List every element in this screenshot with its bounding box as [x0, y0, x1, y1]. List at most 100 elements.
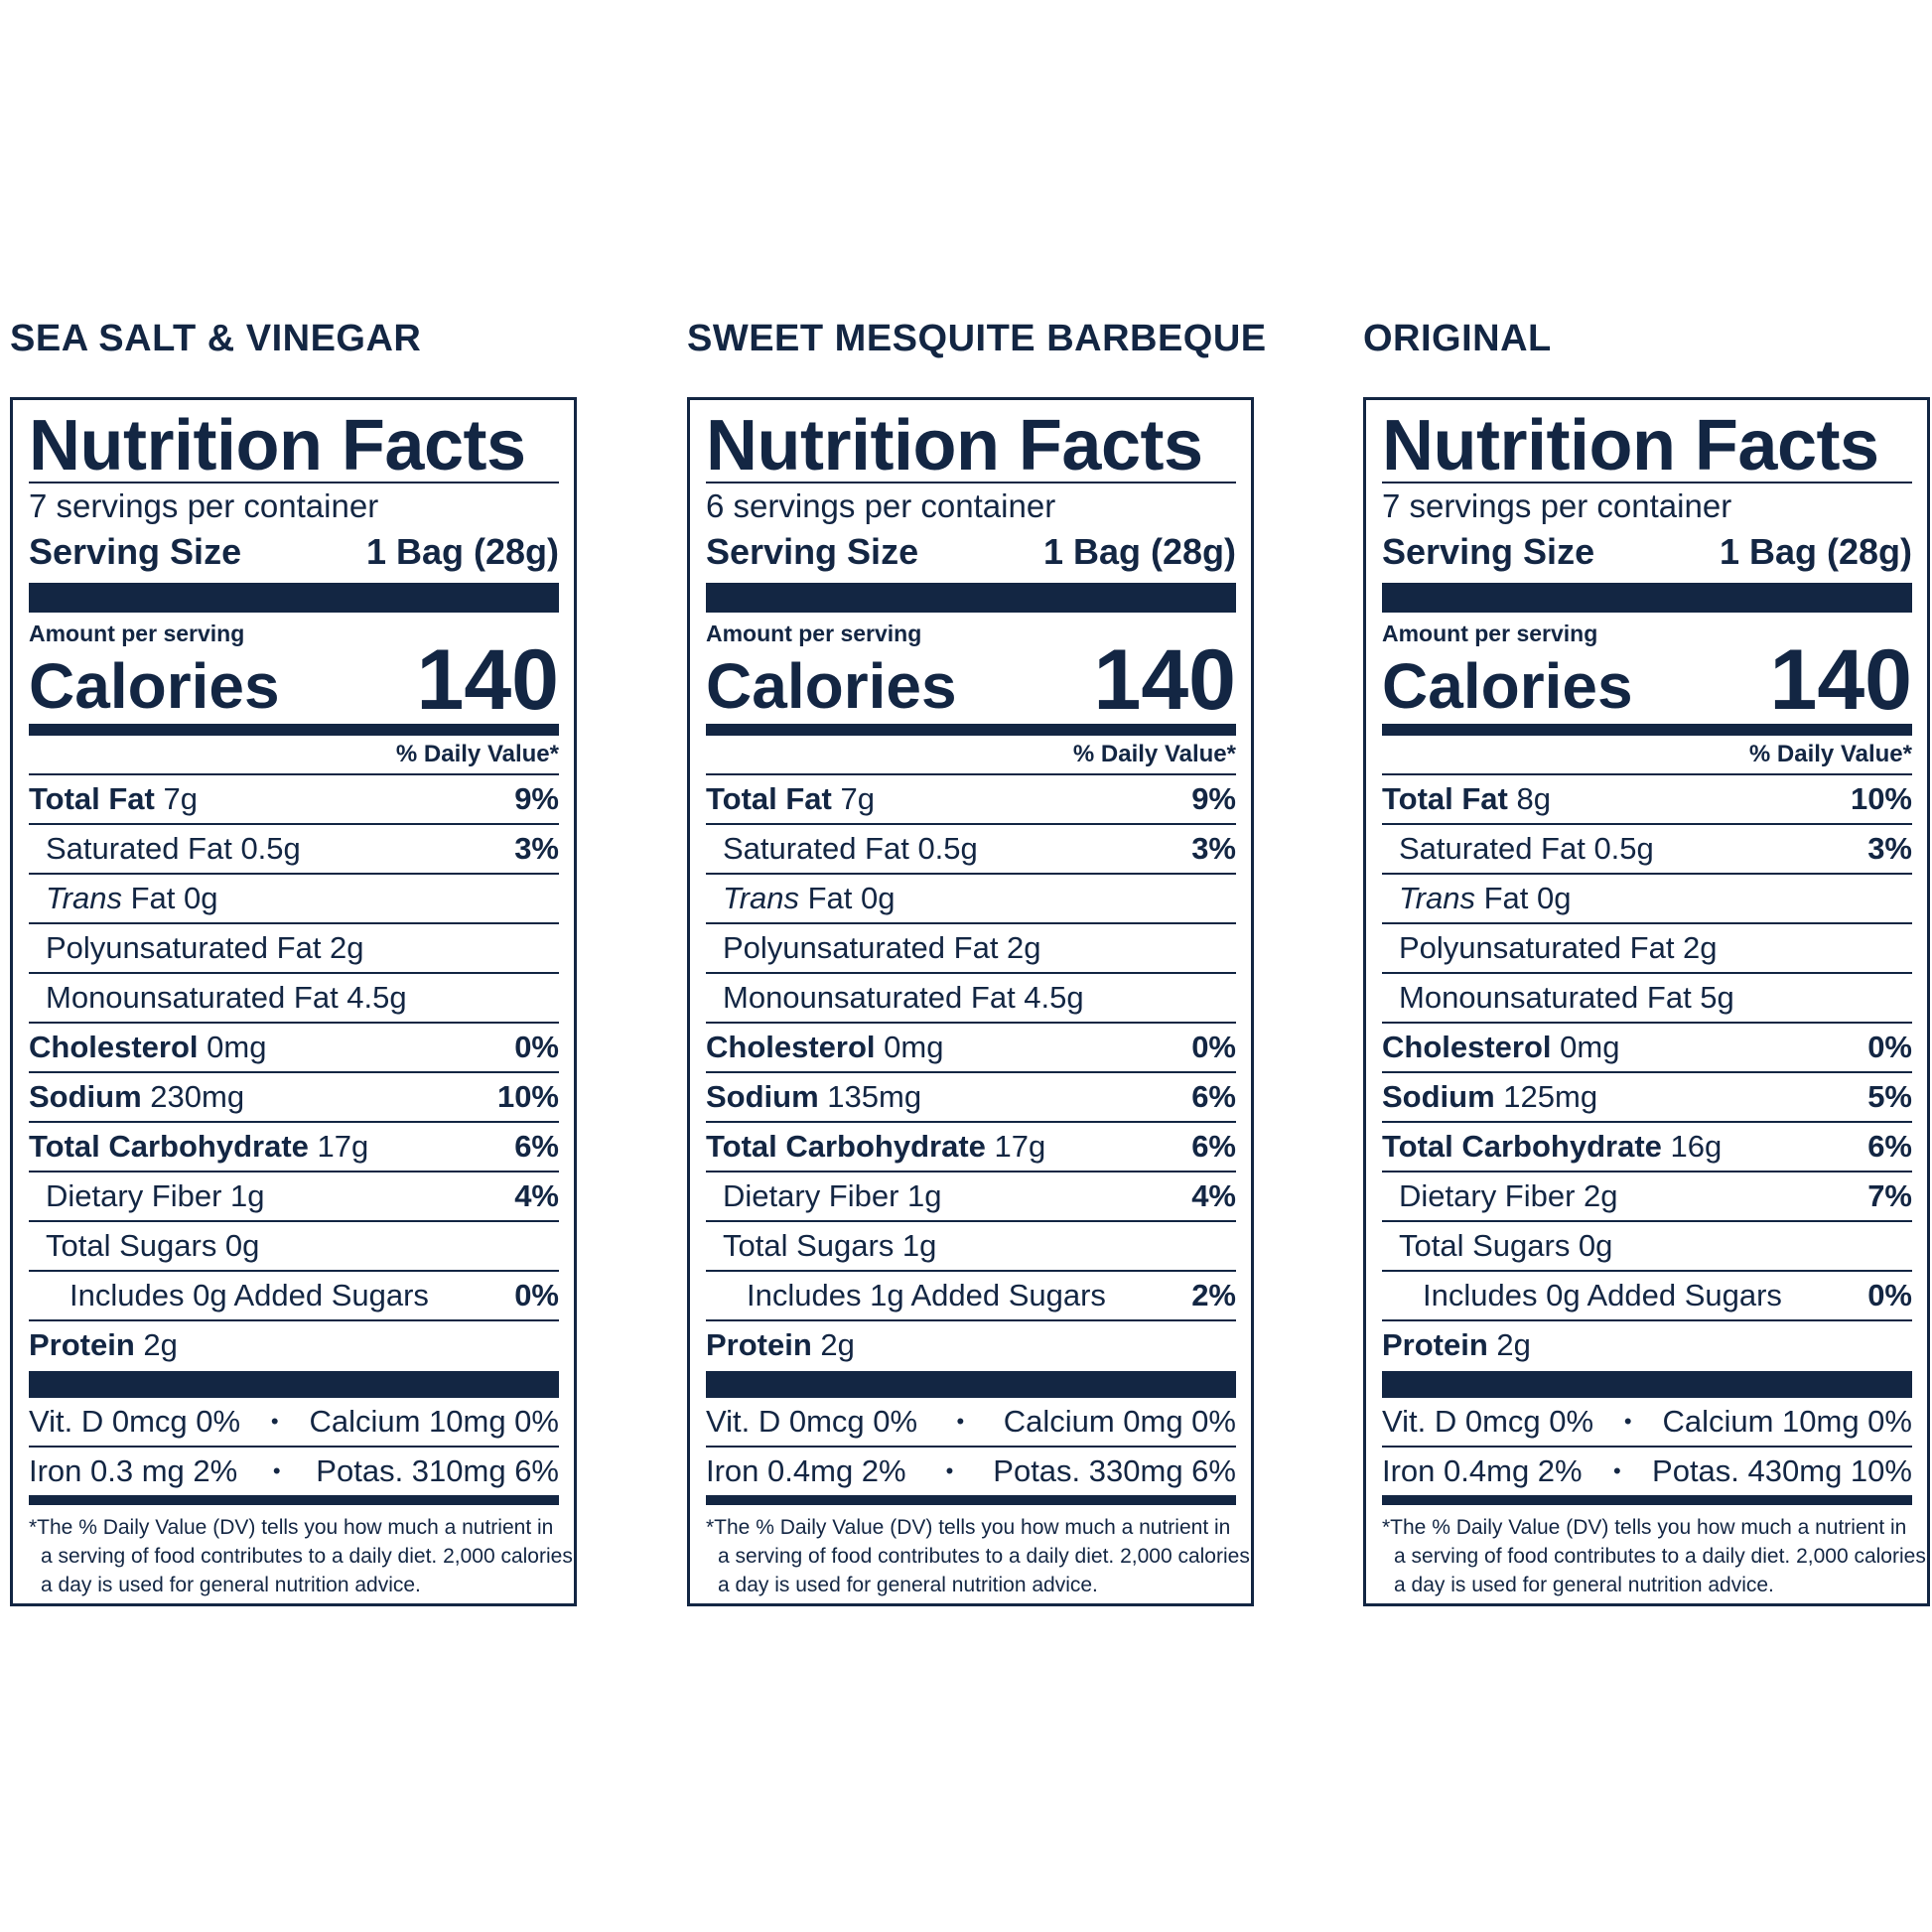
nutrient-label: Cholesterol — [706, 1030, 876, 1064]
serving-size-row: Serving Size 1 Bag (28g) — [29, 529, 559, 575]
nutrient-row-saturated-fat: Saturated Fat 0.5g 3% — [1382, 823, 1912, 873]
nutrient-row-total-fat: Total Fat 7g 9% — [29, 773, 559, 823]
footnote-line: a day is used for general nutrition advi… — [718, 1574, 1098, 1596]
daily-value-percent: 4% — [1191, 1178, 1236, 1213]
nutrient-amount: 7g — [840, 781, 875, 816]
calories-row: Calories 140 — [706, 637, 1236, 723]
footnote: *The % Daily Value (DV) tells you how mu… — [29, 1513, 573, 1599]
panel-title: Nutrition Facts — [29, 406, 526, 485]
footnote-line: a serving of food contributes to a daily… — [1394, 1545, 1926, 1568]
nutrient-row-total-carbohydrate: Total Carbohydrate 17g 6% — [29, 1121, 559, 1171]
calories-row: Calories 140 — [29, 637, 559, 723]
calories-row: Calories 140 — [1382, 637, 1912, 723]
amount-per-serving: Amount per serving — [29, 621, 245, 646]
nutrient-label: Total Fat — [1382, 781, 1508, 816]
nutrition-facts-panel: Nutrition Facts 7 servings per container… — [1363, 397, 1930, 1606]
divider-thick — [706, 583, 1236, 613]
daily-value-percent: 9% — [514, 781, 559, 816]
divider-hairline — [29, 482, 559, 483]
daily-value-percent: 6% — [514, 1129, 559, 1164]
footnote-line: a serving of food contributes to a daily… — [718, 1545, 1250, 1568]
nutrient-row-trans-fat: Trans Fat 0g — [29, 873, 559, 922]
nutrient-row-total-sugars: Total Sugars 0g — [29, 1220, 559, 1270]
nutrient-row-total-fat: Total Fat 7g 9% — [706, 773, 1236, 823]
vitamin-row-iron-potassium: Iron 0.4mg 2% • Potas. 430mg 10% — [1382, 1446, 1912, 1495]
nutrient-label: Protein — [706, 1327, 812, 1362]
nutrient-amount: 125mg — [1503, 1079, 1598, 1114]
nutrient-amount: 0mg — [1560, 1030, 1620, 1064]
vitamin-row-vit-d-calcium: Vit. D 0mcg 0% • Calcium 10mg 0% — [1382, 1398, 1912, 1446]
nutrient-label: Saturated Fat 0.5g — [1399, 831, 1654, 866]
nutrient-row-cholesterol: Cholesterol 0mg 0% — [1382, 1022, 1912, 1071]
daily-value-percent: 10% — [1850, 781, 1912, 816]
serving-size-label: Serving Size — [706, 531, 919, 572]
nutrition-facts-panel: Nutrition Facts 6 servings per container… — [687, 397, 1254, 1606]
nutrient-label: Monounsaturated Fat 4.5g — [723, 980, 1084, 1015]
nutrient-row-added-sugars: Includes 1g Added Sugars 2% — [706, 1270, 1236, 1319]
daily-value-percent: 0% — [1867, 1278, 1912, 1312]
serving-size-label: Serving Size — [29, 531, 242, 572]
nutrient-row-cholesterol: Cholesterol 0mg 0% — [706, 1022, 1236, 1071]
nutrient-label: Monounsaturated Fat 5g — [1399, 980, 1734, 1015]
flavor-title: ORIGINAL — [1363, 318, 1552, 359]
nutrient-row-dietary-fiber: Dietary Fiber 1g 4% — [706, 1171, 1236, 1220]
bullet-separator: • — [945, 1458, 954, 1483]
nutrient-label: Dietary Fiber 2g — [1399, 1178, 1618, 1213]
serving-size-label: Serving Size — [1382, 531, 1595, 572]
daily-value-percent: 4% — [514, 1178, 559, 1213]
nutrient-label-italic: Trans — [723, 881, 799, 915]
nutrient-label: Saturated Fat 0.5g — [723, 831, 978, 866]
daily-value-percent: 5% — [1867, 1079, 1912, 1114]
nutrient-label: Polyunsaturated Fat 2g — [723, 930, 1041, 965]
nutrient-label: Total Sugars 1g — [723, 1228, 937, 1263]
nutrient-amount: 230mg — [150, 1079, 245, 1114]
flavor-title: SWEET MESQUITE BARBEQUE — [687, 318, 1267, 359]
nutrient-label-italic: Trans — [46, 881, 122, 915]
daily-value-header: % Daily Value* — [1072, 741, 1236, 767]
footnote-line: *The % Daily Value (DV) tells you how mu… — [1382, 1516, 1907, 1539]
divider-medium — [706, 724, 1236, 736]
servings-per-container: 7 servings per container — [29, 487, 379, 524]
nutrient-amount: 17g — [994, 1129, 1046, 1164]
servings-per-container: 6 servings per container — [706, 487, 1056, 524]
nutrient-label: Total Carbohydrate — [29, 1129, 309, 1164]
vitamin-left: Vit. D 0mcg 0% — [1382, 1404, 1594, 1439]
nutrient-row-sodium: Sodium 135mg 6% — [706, 1071, 1236, 1121]
nutrient-amount: 0mg — [207, 1030, 267, 1064]
daily-value-percent: 0% — [514, 1030, 559, 1064]
panel-title: Nutrition Facts — [706, 406, 1203, 485]
divider-medium — [1382, 724, 1912, 736]
nutrient-row-total-sugars: Total Sugars 0g — [1382, 1220, 1912, 1270]
nutrient-row-polyunsaturated-fat: Polyunsaturated Fat 2g — [1382, 922, 1912, 972]
daily-value-header: % Daily Value* — [1748, 741, 1912, 767]
nutrient-label: Polyunsaturated Fat 2g — [46, 930, 364, 965]
nutrient-label: Includes 0g Added Sugars — [69, 1278, 429, 1312]
nutrient-row-polyunsaturated-fat: Polyunsaturated Fat 2g — [29, 922, 559, 972]
nutrient-label: Fat 0g — [1474, 881, 1572, 915]
divider-medium — [706, 1495, 1236, 1505]
calories-label: Calories — [706, 650, 957, 722]
nutrition-facts-panel: Nutrition Facts 7 servings per container… — [10, 397, 577, 1606]
nutrient-label: Protein — [29, 1327, 135, 1362]
vitamin-right: Calcium 10mg 0% — [309, 1404, 559, 1439]
nutrient-amount: 0mg — [884, 1030, 944, 1064]
nutrient-row-monounsaturated-fat: Monounsaturated Fat 4.5g — [29, 972, 559, 1022]
nutrient-row-dietary-fiber: Dietary Fiber 2g 7% — [1382, 1171, 1912, 1220]
serving-size-value: 1 Bag (28g) — [1042, 531, 1236, 572]
calories-value: 140 — [416, 632, 560, 728]
divider-medium — [29, 724, 559, 736]
daily-value-percent: 7% — [1867, 1178, 1912, 1213]
nutrient-row-protein: Protein 2g — [1382, 1319, 1912, 1369]
nutrient-row-saturated-fat: Saturated Fat 0.5g 3% — [29, 823, 559, 873]
nutrient-row-total-fat: Total Fat 8g 10% — [1382, 773, 1912, 823]
daily-value-percent: 3% — [1867, 831, 1912, 866]
vitamin-row-iron-potassium: Iron 0.4mg 2% • Potas. 330mg 6% — [706, 1446, 1236, 1495]
nutrient-amount: 8g — [1516, 781, 1551, 816]
amount-per-serving: Amount per serving — [1382, 621, 1598, 646]
nutrient-row-total-carbohydrate: Total Carbohydrate 17g 6% — [706, 1121, 1236, 1171]
nutrient-label: Dietary Fiber 1g — [46, 1178, 265, 1213]
footnote-line: a day is used for general nutrition advi… — [41, 1574, 421, 1596]
divider-thick — [1382, 1371, 1912, 1398]
footnote-line: a day is used for general nutrition advi… — [1394, 1574, 1774, 1596]
nutrient-amount: 2g — [143, 1327, 178, 1362]
